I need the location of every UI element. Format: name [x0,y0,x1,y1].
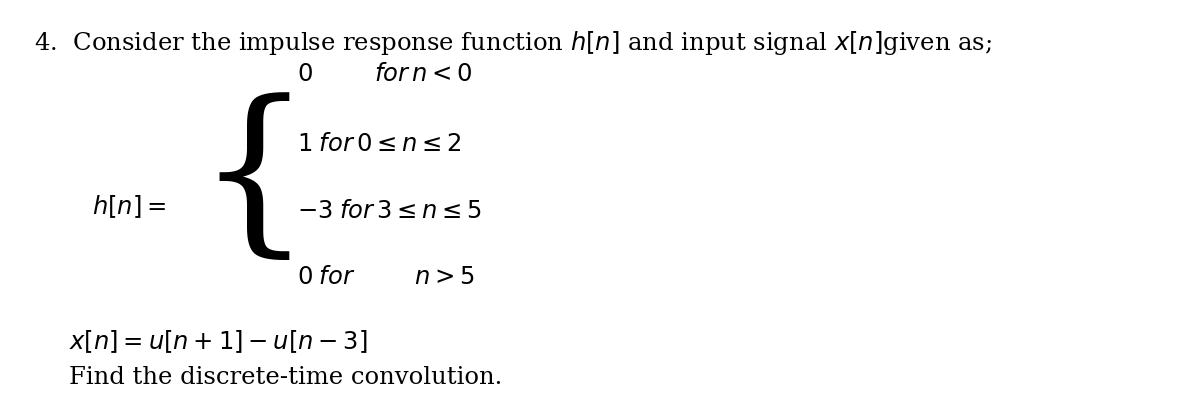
Text: 4.  Consider the impulse response function $h[n]$ and input signal $x[n]$given a: 4. Consider the impulse response functio… [35,29,992,57]
Text: Find the discrete-time convolution.: Find the discrete-time convolution. [68,365,502,388]
Text: $1\; for\, 0 \leq n \leq 2$: $1\; for\, 0 \leq n \leq 2$ [298,133,462,156]
Text: {: { [197,92,312,268]
Text: $-3\; for\, 3 \leq n \leq 5$: $-3\; for\, 3 \leq n \leq 5$ [298,199,482,222]
Text: $x[n] = u[n+1] - u[n-3]$: $x[n] = u[n+1] - u[n-3]$ [68,328,367,354]
Text: $0\; for$        $n > 5$: $0\; for$ $n > 5$ [298,265,475,288]
Text: $h[n] =$: $h[n] =$ [91,193,166,220]
Text: $0$        $for\, n < 0$: $0$ $for\, n < 0$ [298,63,473,86]
